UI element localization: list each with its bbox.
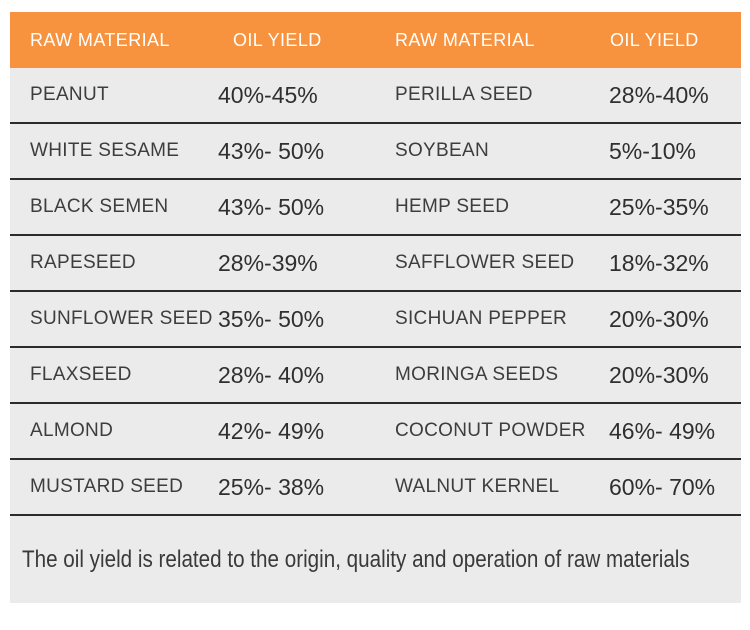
table-row: WHITE SESAME 43%- 50% SOYBEAN 5%-10%	[10, 124, 741, 180]
yield-cell-right: 25%-35%	[609, 193, 709, 220]
yield-cell-right: 18%-32%	[609, 249, 709, 276]
yield-cell-right: 20%-30%	[609, 361, 709, 388]
material-cell-left: FLAXSEED	[30, 364, 132, 385]
material-cell-right: PERILLA SEED	[395, 84, 533, 105]
yield-cell-left: 43%- 50%	[218, 193, 325, 220]
footer-note: The oil yield is related to the origin, …	[22, 545, 690, 573]
table-footer: The oil yield is related to the origin, …	[10, 516, 741, 603]
table-row: ALMOND 42%- 49% COCONUT POWDER 46%- 49%	[10, 404, 741, 460]
table-row: BLACK SEMEN 43%- 50% HEMP SEED 25%-35%	[10, 180, 741, 236]
header-oil-yield-left: OIL YIELD	[233, 29, 322, 50]
table-row: MUSTARD SEED 25%- 38% WALNUT KERNEL 60%-…	[10, 460, 741, 516]
yield-cell-right: 46%- 49%	[609, 417, 716, 444]
table-row: FLAXSEED 28%- 40% MORINGA SEEDS 20%-30%	[10, 348, 741, 404]
table-row: SUNFLOWER SEED 35%- 50% SICHUAN PEPPER 2…	[10, 292, 741, 348]
oil-yield-table: RAW MATERIAL OIL YIELD RAW MATERIAL OIL …	[10, 12, 741, 603]
material-cell-left: BLACK SEMEN	[30, 196, 169, 217]
table-row: PEANUT 40%-45% PERILLA SEED 28%-40%	[10, 68, 741, 124]
material-cell-right: SOYBEAN	[395, 140, 489, 161]
material-cell-right: COCONUT POWDER	[395, 420, 586, 441]
yield-cell-right: 28%-40%	[609, 81, 709, 108]
material-cell-left: RAPESEED	[30, 252, 136, 273]
yield-cell-left: 28%- 40%	[218, 361, 325, 388]
material-cell-left: SUNFLOWER SEED	[30, 308, 213, 329]
material-cell-right: MORINGA SEEDS	[395, 364, 559, 385]
header-raw-material-left: RAW MATERIAL	[30, 29, 170, 50]
yield-cell-left: 43%- 50%	[218, 137, 325, 164]
yield-cell-left: 25%- 38%	[218, 473, 325, 500]
material-cell-right: SICHUAN PEPPER	[395, 308, 568, 329]
table-header-row: RAW MATERIAL OIL YIELD RAW MATERIAL OIL …	[10, 12, 741, 68]
header-oil-yield-right: OIL YIELD	[610, 29, 699, 50]
yield-cell-left: 42%- 49%	[218, 417, 325, 444]
header-raw-material-right: RAW MATERIAL	[395, 29, 535, 50]
material-cell-right: HEMP SEED	[395, 196, 510, 217]
material-cell-right: WALNUT KERNEL	[395, 476, 560, 497]
yield-cell-left: 35%- 50%	[218, 305, 325, 332]
yield-cell-right: 5%-10%	[609, 137, 696, 164]
yield-cell-left: 40%-45%	[218, 81, 318, 108]
material-cell-left: WHITE SESAME	[30, 140, 180, 161]
table-body: PEANUT 40%-45% PERILLA SEED 28%-40% WHIT…	[10, 68, 741, 516]
table-row: RAPESEED 28%-39% SAFFLOWER SEED 18%-32%	[10, 236, 741, 292]
yield-cell-left: 28%-39%	[218, 249, 318, 276]
yield-cell-right: 20%-30%	[609, 305, 709, 332]
material-cell-left: PEANUT	[30, 84, 109, 105]
yield-cell-right: 60%- 70%	[609, 473, 716, 500]
material-cell-right: SAFFLOWER SEED	[395, 252, 575, 273]
material-cell-left: MUSTARD SEED	[30, 476, 184, 497]
material-cell-left: ALMOND	[30, 420, 114, 441]
